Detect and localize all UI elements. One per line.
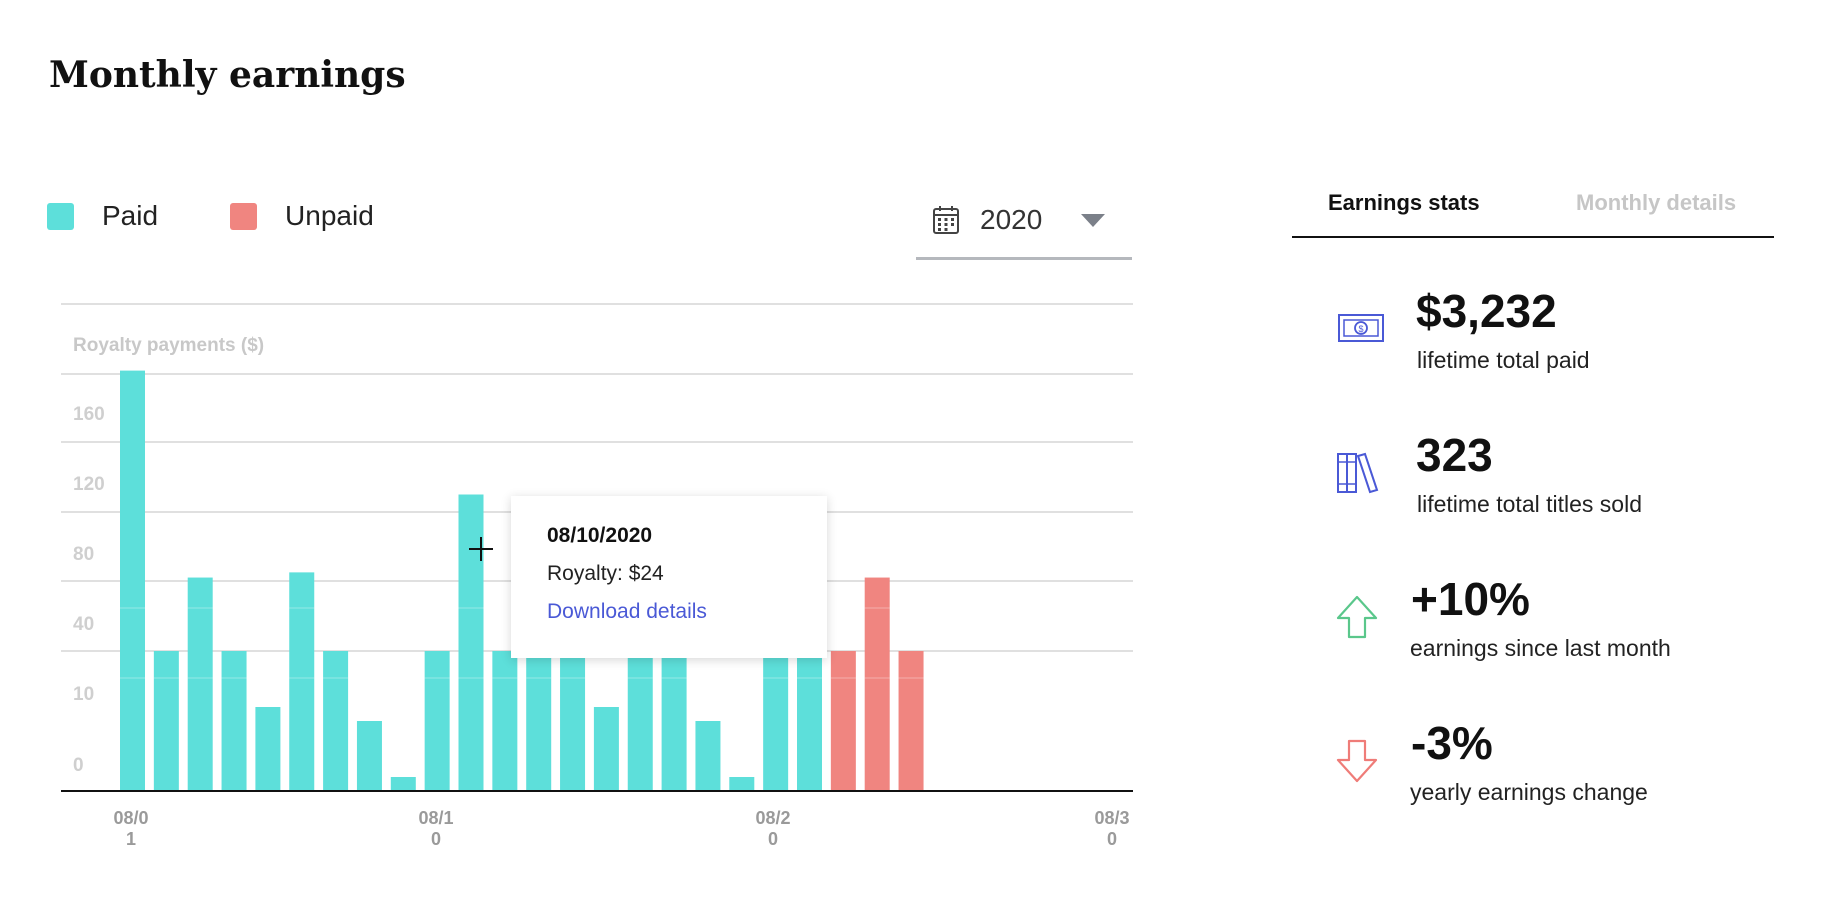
tab-monthly-details[interactable]: Monthly details: [1576, 190, 1737, 215]
x-tick-label-top: 08/3: [1094, 808, 1129, 828]
x-tick-label-bottom: 0: [1107, 829, 1117, 849]
chart-bar-paid[interactable]: [763, 651, 789, 791]
chart-bar-unpaid[interactable]: [830, 651, 856, 791]
year-select[interactable]: 2020: [916, 196, 1132, 260]
download-details-link[interactable]: Download details: [547, 600, 707, 623]
legend-item-unpaid[interactable]: Unpaid: [230, 200, 374, 232]
x-tick-label-bottom: 0: [768, 829, 778, 849]
chart-bar-paid[interactable]: [560, 651, 586, 791]
year-value: 2020: [980, 204, 1043, 235]
legend-label-paid: Paid: [102, 200, 159, 231]
legend-swatch-paid: [47, 202, 74, 230]
chart-bar-paid[interactable]: [424, 651, 450, 791]
arrow-up-icon: [1336, 595, 1378, 639]
stat-label-titles: lifetime total titles sold: [1417, 491, 1642, 517]
calendar-icon: [933, 206, 959, 234]
stat-value-paid: $3,232: [1416, 285, 1557, 337]
stat-label-paid: lifetime total paid: [1417, 347, 1590, 373]
chart-tooltip: 08/10/2020 Royalty: $24 Download details: [511, 496, 827, 658]
chart-bar-paid[interactable]: [153, 651, 179, 791]
x-tick-label-bottom: 0: [431, 829, 441, 849]
x-tick-label-top: 08/1: [418, 808, 453, 828]
y-tick-label: 120: [73, 474, 105, 495]
stat-label-yearly: yearly earnings change: [1410, 779, 1648, 805]
chart-bar-paid[interactable]: [356, 721, 382, 791]
page-title: Monthly earnings: [49, 54, 406, 96]
arrow-down-icon: [1336, 739, 1378, 783]
chart-bar-paid[interactable]: [661, 651, 687, 791]
chart-bar-paid[interactable]: [458, 494, 484, 792]
chart-bar-paid[interactable]: [323, 651, 349, 791]
y-tick-label: 80: [73, 544, 94, 565]
x-tick-label-top: 08/2: [755, 808, 790, 828]
y-tick-label: 160: [73, 404, 105, 425]
chart-bar-paid[interactable]: [390, 777, 416, 791]
chart-bar-paid[interactable]: [255, 707, 281, 791]
chart-bar-paid[interactable]: [492, 651, 518, 791]
y-tick-label: 0: [73, 755, 84, 776]
y-tick-label: 10: [73, 684, 94, 705]
y-axis-label: Royalty payments ($): [73, 335, 264, 356]
chart-bar-paid[interactable]: [729, 777, 755, 791]
royalty-bar-chart: Royalty payments ($) 010408012016008/010…: [61, 303, 1133, 849]
legend-item-paid[interactable]: Paid: [47, 200, 158, 232]
chart-bar-paid[interactable]: [695, 721, 721, 791]
stat-label-monthly: earnings since last month: [1410, 635, 1671, 661]
crosshair-cursor-icon: [469, 537, 493, 561]
x-tick-label-bottom: 1: [126, 829, 136, 849]
stats-tabs: Earnings stats Monthly details: [1292, 182, 1774, 238]
tooltip-date: 08/10/2020: [547, 524, 653, 547]
chart-bar-paid[interactable]: [221, 651, 247, 791]
x-tick-label-top: 08/0: [113, 808, 148, 828]
books-icon: [1337, 452, 1379, 494]
stat-value-yearly: -3%: [1411, 717, 1493, 769]
money-bill-icon: $: [1338, 314, 1384, 342]
tooltip-royalty: Royalty: $24: [547, 562, 664, 585]
stat-value-monthly: +10%: [1411, 573, 1530, 625]
stat-value-titles: 323: [1416, 429, 1493, 481]
chart-bar-paid[interactable]: [187, 577, 213, 791]
chart-bar-paid[interactable]: [593, 707, 619, 791]
chart-bar-paid[interactable]: [120, 370, 145, 791]
chart-bar-unpaid[interactable]: [864, 577, 890, 791]
legend-label-unpaid: Unpaid: [285, 200, 374, 231]
chart-bar-unpaid[interactable]: [898, 651, 924, 791]
svg-text:$: $: [1358, 324, 1363, 334]
legend-swatch-unpaid: [230, 202, 258, 230]
chart-legend: Paid Unpaid: [47, 200, 446, 232]
chevron-down-icon: [1081, 214, 1105, 227]
chart-bar-paid[interactable]: [289, 572, 315, 791]
y-tick-label: 40: [73, 614, 94, 635]
tab-earnings-stats[interactable]: Earnings stats: [1328, 190, 1480, 215]
